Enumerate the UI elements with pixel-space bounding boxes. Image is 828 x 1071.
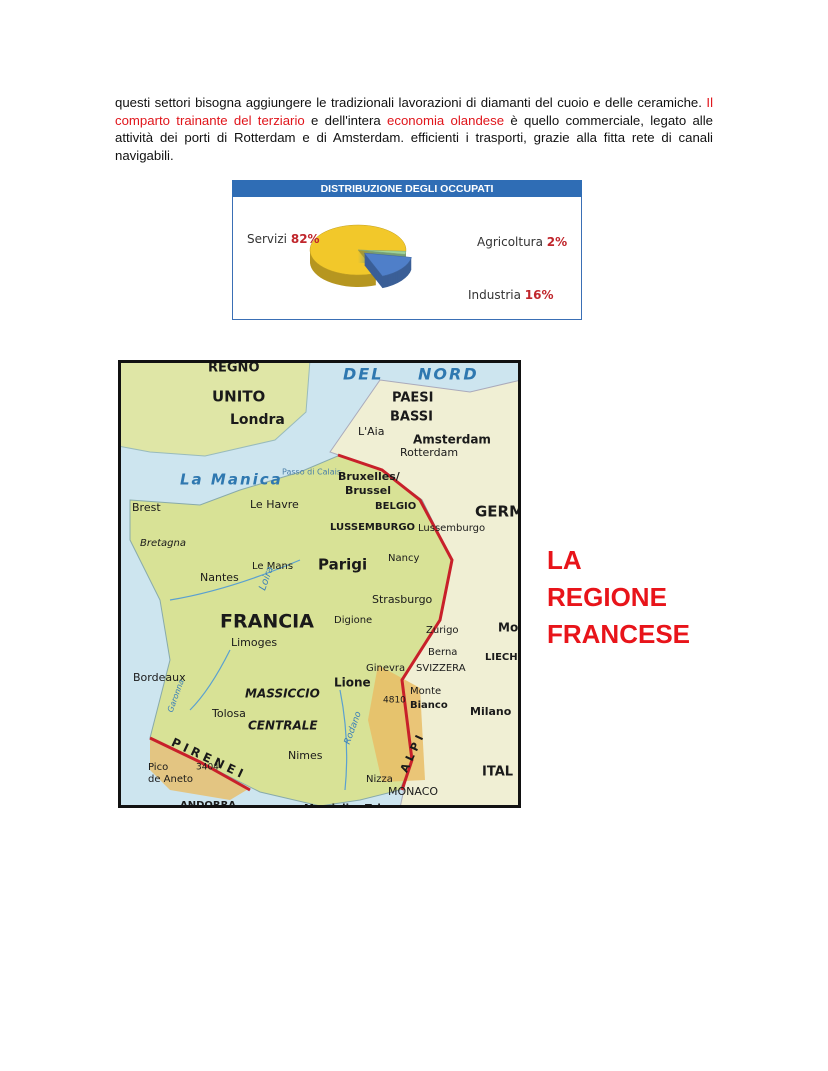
map-label: Brussel [345, 484, 391, 497]
map-label: SVIZZERA [416, 663, 466, 674]
map-label: La Manica [180, 471, 283, 489]
pyrenees-relief [150, 738, 250, 800]
map-label: GERM [475, 503, 521, 521]
category: Servizi [247, 232, 287, 246]
map-label: PAESI [392, 391, 433, 406]
map-label: LUSSEMBURGO [330, 522, 415, 533]
map-label: Mo [498, 621, 518, 635]
map-label: Bruxelles/ [338, 470, 401, 483]
map-label: ANDORRA [180, 800, 236, 808]
map-label: Berna [428, 647, 457, 658]
map-label: Lussemburgo [418, 523, 485, 534]
map-label: Bretagna [140, 538, 186, 549]
chart-frame [232, 180, 582, 320]
map-label: Milano [470, 705, 512, 718]
map-label: 3404 [196, 763, 219, 773]
map-label: CENTRALE [248, 719, 318, 733]
map-label: BELGIO [375, 501, 416, 512]
text: è quello commerciale, legato alle attivi… [115, 112, 713, 163]
map-label: NORD [418, 365, 479, 384]
map-label: de Aneto [148, 774, 193, 785]
map-label: Nimes [288, 749, 323, 762]
map-label: Bordeaux [133, 671, 186, 684]
title-bar [232, 180, 582, 197]
map-label: Zurigo [426, 625, 459, 636]
map-label: UNITO [212, 388, 265, 406]
category: Agricoltura [477, 235, 543, 249]
paragraph: questi settori bisogna aggiungere le tra… [115, 94, 713, 164]
border [149, 736, 251, 792]
pie-labels: Agricoltura 2% Industria 16% Servizi 82% [247, 232, 567, 302]
slice-label: Servizi 82% [247, 232, 320, 246]
heading-line: REGIONE [547, 582, 667, 612]
map-label: L'Aia [358, 425, 384, 438]
map-label: REGNO [208, 361, 260, 376]
map-label: Rotterdam [400, 446, 458, 459]
map-label: Ginevra [366, 663, 405, 674]
value-label: 82% [291, 232, 320, 246]
map-label: Nancy [388, 553, 419, 564]
slice [357, 249, 407, 255]
map-label: Amsterdam [413, 433, 491, 447]
map-label: Lione [334, 676, 371, 690]
heading-line: FRANCESE [547, 619, 691, 649]
map-label: MONACO [388, 785, 438, 798]
slices [309, 224, 412, 289]
text: e dell'intera [311, 112, 381, 128]
map-label: Pico [148, 762, 168, 773]
category: Industria [468, 288, 521, 302]
map-label: Strasburgo [372, 593, 433, 606]
heading: LA REGIONE FRANCESE [547, 542, 690, 653]
map-label: Bianco [410, 700, 448, 711]
heading-line: LA [547, 545, 582, 575]
map-label: Monte [410, 686, 441, 697]
map-label: Le Havre [250, 498, 299, 511]
map-label: Londra [230, 412, 285, 428]
text: questi settori bisogna aggiungere le tra… [115, 95, 702, 110]
map-label: Parigi [318, 556, 367, 574]
map-label: BASSI [390, 410, 433, 425]
value-label: 2% [547, 235, 567, 249]
value-label: 16% [525, 288, 554, 302]
uk-land [118, 360, 311, 457]
slice [363, 252, 412, 277]
border [337, 453, 454, 791]
pie-chart: DISTRIBUZIONE DEGLI OCCUPATI Agricoltura… [232, 180, 582, 320]
map-label: Digione [334, 615, 372, 626]
slice-label: Industria 16% [468, 288, 554, 302]
map-frame [118, 360, 521, 808]
map-label: Tolosa [211, 707, 246, 720]
map-label: Brest [132, 501, 161, 514]
map-label: FRANCIA [220, 611, 314, 633]
map-label: MASSICCIO [245, 687, 320, 701]
map-label: Limoges [231, 636, 277, 649]
map-label: Le Mans [252, 561, 293, 572]
chart-title: DISTRIBUZIONE DEGLI OCCUPATI [321, 183, 494, 195]
map: REGNO UNITO Londra DEL NORD PAESI BASSI L'Aia Am… [118, 360, 521, 808]
map-label: Nizza [366, 774, 393, 785]
highlight: economia olandese [387, 112, 505, 128]
map-label: Passo di Calais [282, 468, 341, 477]
map-label: LIECH [485, 652, 518, 663]
highlight: Il comparto trainante del terziario [115, 95, 713, 128]
map-label: DEL [343, 365, 383, 384]
map-label: Nantes [200, 571, 239, 584]
map-label: 4810 [383, 696, 406, 706]
slice-label: Agricoltura 2% [477, 235, 567, 249]
river [169, 559, 348, 791]
map-label: ITAL [482, 765, 513, 780]
